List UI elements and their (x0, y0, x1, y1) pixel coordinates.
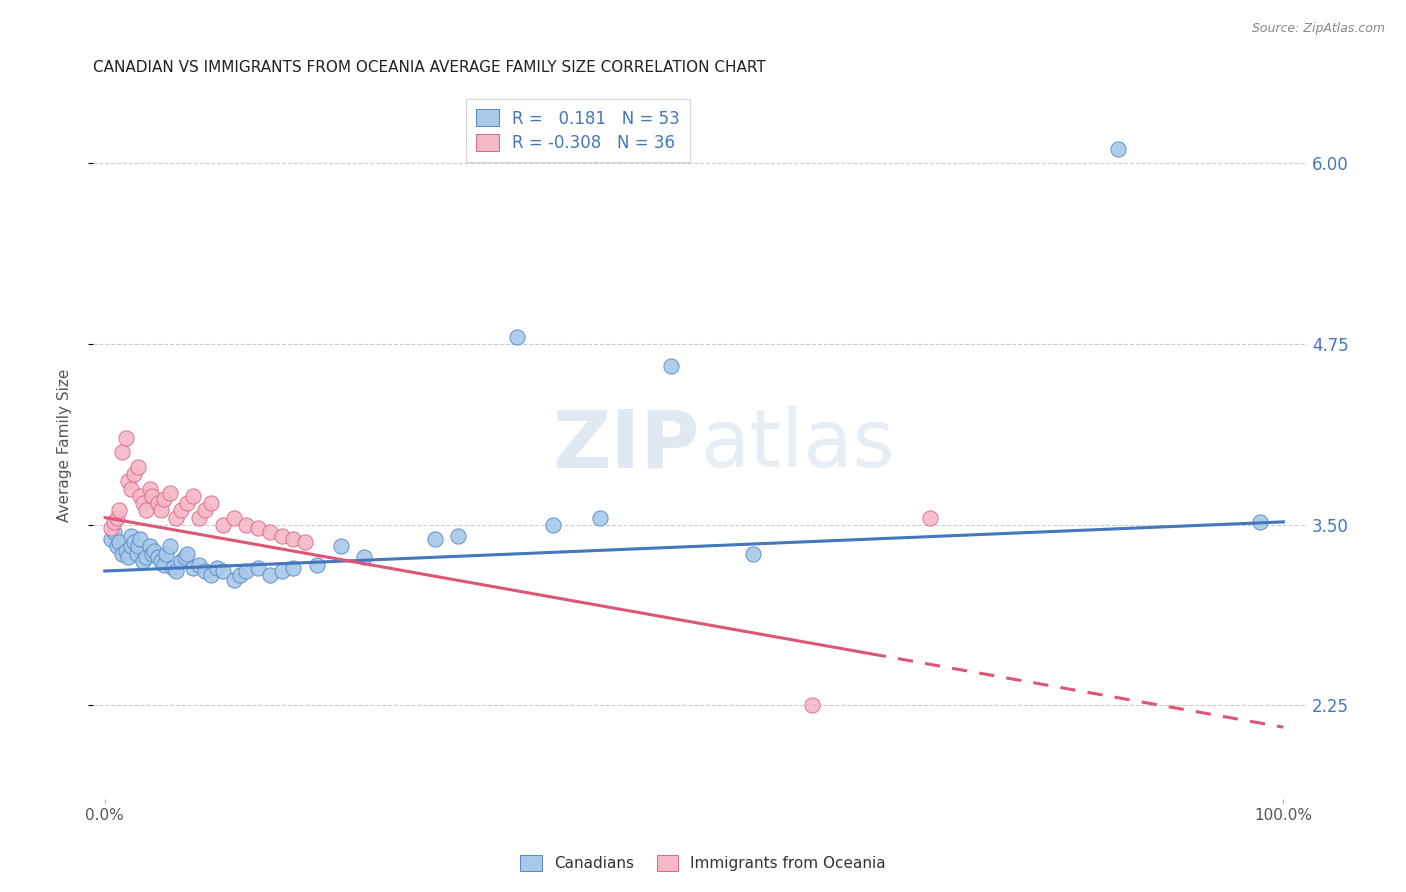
Point (294, 535, 316, 549)
Point (211, 517, 233, 532)
Point (174, 549, 197, 564)
Point (200, 496, 222, 510)
Point (353, 549, 375, 564)
Point (176, 496, 198, 510)
Point (742, 547, 765, 561)
Point (229, 568, 252, 582)
Point (120, 529, 142, 543)
Point (100, 533, 122, 547)
Point (159, 486, 181, 500)
Point (125, 547, 148, 561)
Point (152, 558, 174, 573)
Point (224, 510, 246, 524)
Point (127, 540, 149, 554)
Point (283, 533, 305, 547)
Point (270, 529, 292, 543)
Point (447, 529, 470, 543)
Point (146, 496, 169, 510)
Y-axis label: Average Family Size: Average Family Size (58, 368, 72, 522)
Text: ZIP: ZIP (553, 406, 700, 484)
Point (205, 561, 228, 575)
Point (259, 568, 281, 582)
Point (506, 330, 529, 344)
Point (800, 698, 823, 713)
Point (146, 549, 169, 564)
Point (108, 535, 131, 549)
Point (159, 540, 181, 554)
Point (117, 549, 139, 564)
Point (918, 510, 941, 524)
Point (305, 558, 328, 573)
Point (108, 503, 131, 517)
Point (181, 489, 204, 503)
Point (181, 561, 204, 575)
Point (283, 561, 305, 575)
Text: atlas: atlas (700, 406, 894, 484)
Point (105, 540, 128, 554)
Point (423, 533, 446, 547)
Point (100, 521, 122, 535)
Point (150, 503, 173, 517)
Point (162, 561, 184, 575)
Point (141, 489, 163, 503)
Point (103, 515, 125, 529)
Point (138, 482, 160, 496)
Point (165, 510, 187, 524)
Point (224, 573, 246, 587)
Point (247, 521, 270, 535)
Point (131, 496, 153, 510)
Point (170, 503, 193, 517)
Point (165, 564, 187, 578)
Text: CANADIAN VS IMMIGRANTS FROM OCEANIA AVERAGE FAMILY SIZE CORRELATION CHART: CANADIAN VS IMMIGRANTS FROM OCEANIA AVER… (93, 60, 766, 75)
Point (135, 549, 157, 564)
Point (105, 510, 128, 524)
Point (170, 554, 193, 568)
Point (138, 540, 160, 554)
Point (194, 503, 217, 517)
Point (329, 540, 352, 554)
Point (143, 543, 166, 558)
Point (155, 547, 177, 561)
Legend: Canadians, Immigrants from Oceania: Canadians, Immigrants from Oceania (515, 849, 891, 877)
Point (129, 533, 152, 547)
Point (131, 554, 153, 568)
Point (120, 482, 142, 496)
Point (127, 459, 149, 474)
Point (135, 503, 157, 517)
Point (111, 445, 134, 459)
Point (247, 561, 270, 575)
Point (235, 517, 257, 532)
Point (103, 524, 125, 539)
Point (259, 524, 281, 539)
Point (211, 564, 233, 578)
Point (1249, 515, 1271, 529)
Point (120, 540, 142, 554)
Point (200, 568, 222, 582)
Point (150, 554, 173, 568)
Point (541, 517, 564, 532)
Legend: R =   0.181   N = 53, R = -0.308   N = 36: R = 0.181 N = 53, R = -0.308 N = 36 (465, 99, 690, 162)
Point (129, 489, 152, 503)
Point (589, 510, 612, 524)
Point (117, 475, 139, 489)
Point (152, 491, 174, 506)
Point (194, 564, 217, 578)
Point (176, 547, 198, 561)
Point (188, 510, 211, 524)
Text: Source: ZipAtlas.com: Source: ZipAtlas.com (1251, 22, 1385, 36)
Point (122, 467, 145, 482)
Point (141, 547, 163, 561)
Point (188, 558, 211, 573)
Point (1107, 142, 1129, 156)
Point (235, 564, 257, 578)
Point (122, 535, 145, 549)
Point (659, 359, 682, 373)
Point (115, 543, 138, 558)
Point (111, 547, 134, 561)
Point (270, 564, 292, 578)
Point (115, 431, 138, 445)
